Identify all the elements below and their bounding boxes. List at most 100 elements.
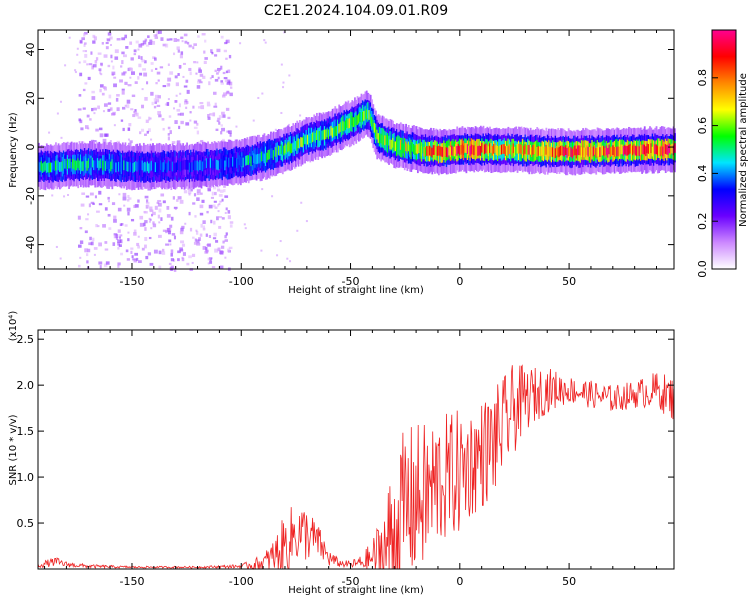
colorbar-axis: 0.0 0.2 0.4 0.6 0.8 [696, 69, 718, 278]
spectrogram-noise-cell [127, 194, 130, 199]
spectrogram-ridge-cell [477, 146, 480, 156]
spectrogram-noise-cell [202, 75, 206, 79]
spectrogram-noise-cell [144, 96, 148, 101]
spectrogram-noise-cell [67, 193, 70, 196]
spectrogram-ridge-cell [597, 146, 600, 157]
spectrogram-noise-cell [213, 91, 217, 95]
spectrogram-noise-cell [126, 99, 131, 104]
spectrogram-noise-cell [78, 264, 81, 268]
spectrogram-noise-cell [109, 140, 112, 143]
spectrogram-noise-cell [156, 104, 161, 108]
spectrogram-noise-cell [206, 210, 209, 214]
spectrogram-noise-cell [112, 65, 115, 70]
spectrogram-noise-cell [99, 133, 104, 138]
spectrogram-noise-cell [98, 242, 102, 247]
spectrogram-ridge-cell [613, 147, 616, 157]
spectrogram-noise-cell [217, 68, 220, 73]
spectrogram-noise-cell [133, 232, 137, 236]
spectrogram-ridge-cell [41, 163, 44, 173]
spectrogram-noise-cell [128, 197, 132, 200]
spectrogram-ridge-cell [283, 145, 286, 156]
spectrogram-noise-cell [177, 258, 180, 262]
spectrogram-noise-cell [138, 43, 143, 48]
spectrogram-ridge-cell [566, 148, 569, 158]
spectrogram-noise-cell [227, 210, 231, 214]
spectrogram-noise-cell [119, 79, 123, 83]
spectrogram-noise-cell [202, 227, 206, 231]
spectrogram-ridge-cell [55, 160, 57, 171]
spectrogram-ridge-cell [335, 126, 338, 136]
spectrogram-ridge-cell [69, 158, 72, 169]
spectrogram-ridge-cell [293, 139, 296, 149]
spectrogram-ridge-cell [343, 121, 346, 132]
spectrogram-noise-cell [167, 133, 170, 136]
spectrogram-ridge-cell [479, 146, 482, 156]
spectrogram-noise-cell [117, 239, 122, 243]
spectrogram-noise-cell [126, 104, 130, 109]
spectrogram-ridge-cell [579, 145, 582, 156]
spectrogram-ridge-cell [410, 142, 413, 153]
spectrogram-noise-cell [227, 69, 231, 74]
spectrogram-noise-cell [139, 215, 144, 220]
spectrogram-noise-cell [280, 111, 283, 114]
spectrogram-noise-cell [79, 240, 84, 245]
spectrogram-ridge-cell [38, 161, 40, 172]
spectrogram-ridge-cell [323, 129, 326, 140]
spectrogram-noise-cell [218, 194, 223, 197]
spectrogram-noise-cell [186, 262, 190, 266]
spectrogram-noise-cell [86, 114, 90, 118]
spectrogram-noise-cell [90, 201, 95, 204]
spectrogram-noise-cell [149, 209, 154, 213]
spectrogram-ridge-cell [229, 157, 232, 168]
spectrogram-noise-cell [184, 99, 188, 103]
spectrogram-ridge-cell [250, 156, 253, 167]
snr-x-tick-label: 0 [456, 575, 463, 588]
spectrogram-noise-cell [107, 64, 111, 68]
spectrogram-ridge-cell [317, 129, 320, 140]
spectrogram-noise-cell [204, 39, 207, 43]
spectrogram-noise-cell [98, 203, 103, 206]
spectrogram-noise-cell [221, 111, 225, 115]
spectrogram-noise-cell [134, 204, 139, 208]
spectrogram-ridge-cell [82, 161, 85, 171]
spectrogram-noise-cell [140, 56, 143, 60]
spectrogram-ridge-cell [135, 160, 137, 171]
spectrogram-ridge-cell [363, 110, 366, 121]
spectrogram-noise-cell [103, 54, 108, 58]
spectrogram-ridge-cell [537, 145, 540, 156]
spectrogram-noise-cell [152, 211, 156, 216]
spectrogram-ridge-cell [649, 143, 651, 154]
spectrogram-noise-cell [121, 90, 125, 95]
spectrogram-noise-cell [149, 117, 152, 120]
spectrogram-ridge-cell [150, 160, 153, 171]
spectrogram-noise-cell [117, 241, 120, 246]
spectrogram-ridge-cell [570, 147, 573, 157]
spectrogram-noise-cell [130, 71, 135, 75]
spectrogram-ridge-cell [461, 143, 464, 154]
spectrogram-noise-cell [220, 82, 224, 85]
spectrogram-noise-cell [179, 199, 184, 204]
spectrogram-ridge-cell [457, 144, 460, 154]
spectrogram-noise-cell [137, 116, 142, 119]
spectrogram-noise-cell [189, 227, 193, 232]
spectrogram-noise-cell [210, 219, 213, 224]
spectrogram-ridge-cell [128, 161, 131, 172]
spectrogram-ridge-cell [195, 160, 198, 171]
spectrogram-noise-cell [149, 39, 153, 43]
spectrogram-noise-cell [196, 189, 201, 193]
spectrogram-x-tick-label: 0 [456, 275, 463, 288]
spectrogram-ridge-cell [232, 156, 234, 167]
spectrogram-ridge-cell [458, 145, 461, 156]
spectrogram-ridge-cell [489, 143, 491, 154]
spectrogram-ridge-cell [112, 161, 115, 172]
spectrogram-ridge-cell [158, 160, 161, 171]
spectrogram-noise-cell [180, 240, 185, 244]
spectrogram-ridge-cell [409, 144, 411, 155]
spectrogram-ridge-cell [578, 145, 581, 156]
spectrogram-noise-cell [217, 247, 221, 252]
snr-plot-area [38, 330, 674, 569]
spectrogram-ridge-cell [580, 147, 583, 158]
spectrogram-noise-cell [131, 94, 136, 98]
snr-x-tick-label: -50 [342, 575, 360, 588]
spectrogram-noise-cell [141, 104, 145, 109]
